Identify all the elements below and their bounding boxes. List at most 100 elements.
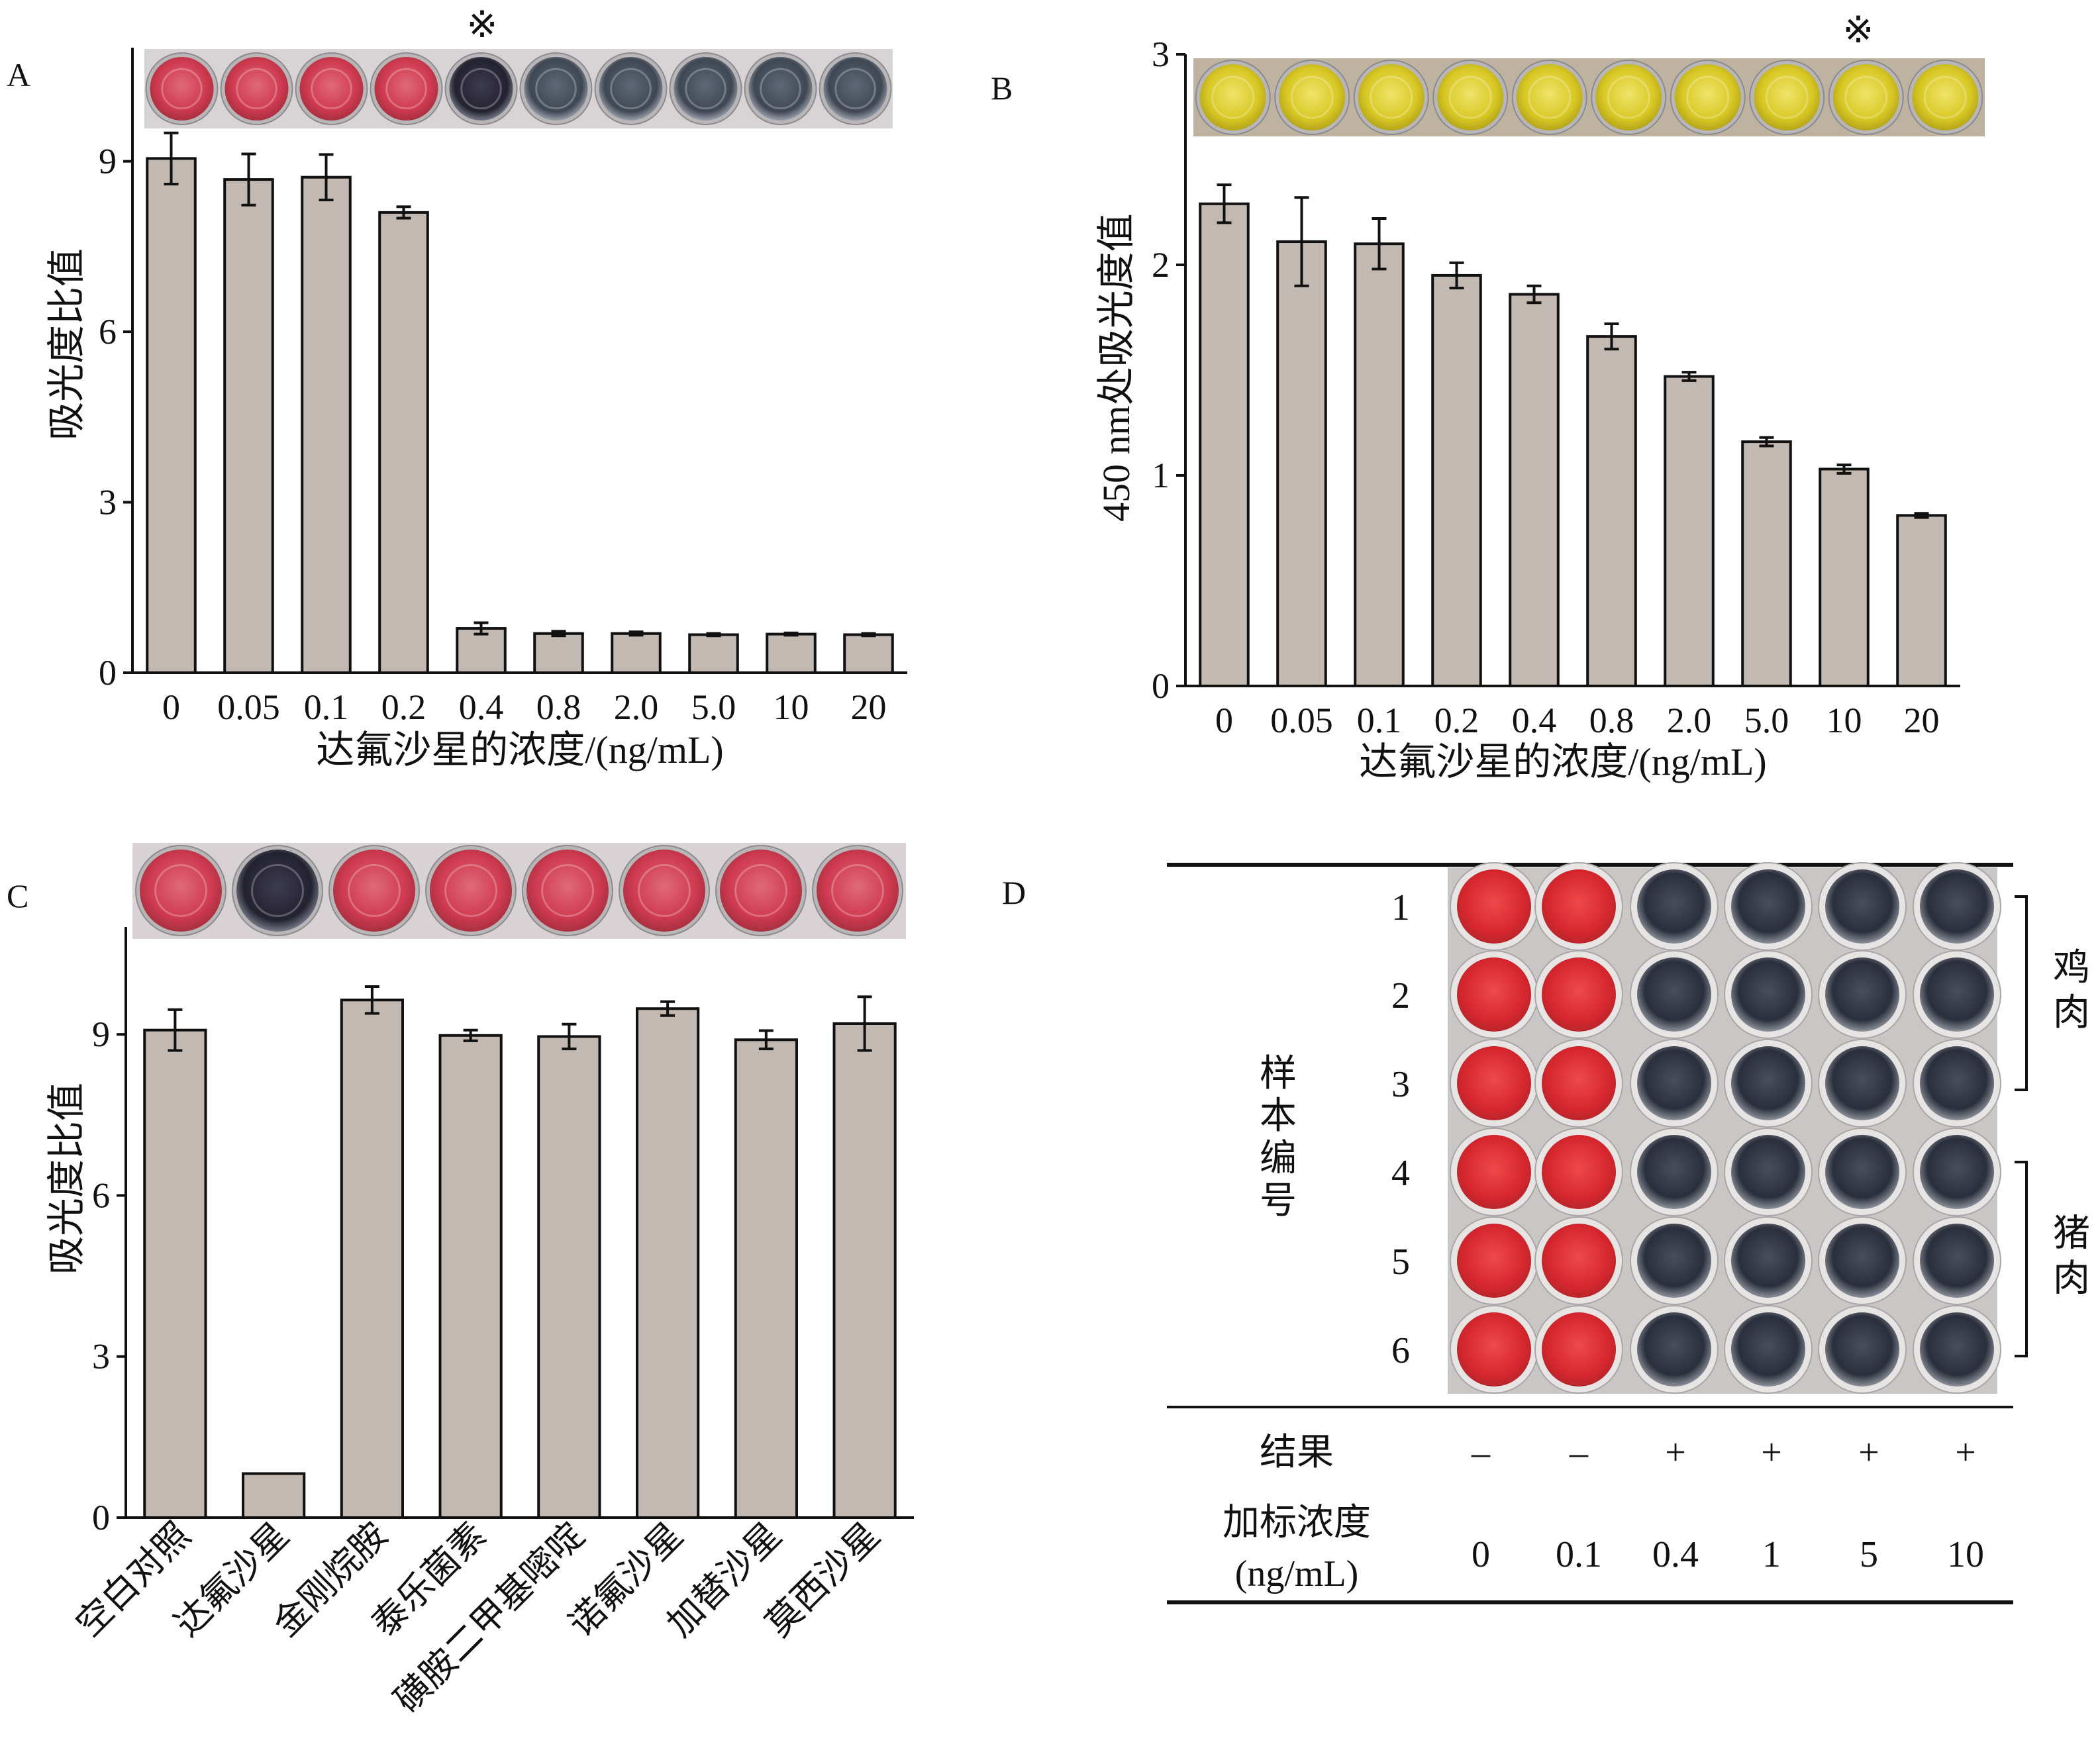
panel-d-wells <box>1450 862 2001 1394</box>
row-number: 5 <box>1391 1242 1410 1283</box>
y-tick-label: 0 <box>92 1498 110 1537</box>
plate-well-red <box>1457 957 1531 1032</box>
bar <box>378 211 429 674</box>
y-tick-label: 6 <box>92 1175 110 1215</box>
panel-d-results: – – + + + + <box>1471 1432 1976 1473</box>
plate-well-red <box>1542 1046 1616 1120</box>
bar <box>1509 293 1560 687</box>
well-inner-ring <box>444 864 497 917</box>
y-tick-label: 3 <box>1152 34 1170 74</box>
well-inner-ring <box>385 68 427 110</box>
panel-b-y-label: 450 nm处吸光度值 <box>1095 213 1138 522</box>
plate-well-dark <box>1637 1046 1711 1120</box>
well-red <box>333 850 415 932</box>
x-tick-label: 2.0 <box>1667 701 1712 740</box>
y-tick-label: 0 <box>1152 666 1170 706</box>
well-gray <box>524 57 588 121</box>
well-red <box>526 850 609 932</box>
plate-well-dark <box>1825 869 1899 944</box>
panel-b: B ※ 0 1 2 3 0 0.05 0.1 0.2 0.4 0.8 2.0 5.0 10 20 450 … <box>991 10 1985 783</box>
plate-well-red <box>1542 869 1616 944</box>
panel-b-plot: 0 1 2 3 0 0.05 0.1 0.2 0.4 0.8 2.0 5.0 10 20 <box>1152 34 1960 740</box>
well-red <box>374 57 438 121</box>
result-value: + <box>1955 1432 1976 1473</box>
bar <box>533 632 584 675</box>
bar <box>636 1007 700 1519</box>
panel-a-x-label: 达氟沙星的浓度/(ng/mL) <box>316 728 723 771</box>
well-yellow <box>1279 64 1346 130</box>
bar <box>1199 202 1250 687</box>
well-gray <box>748 57 813 121</box>
bar <box>766 632 817 674</box>
panel-a-label: A <box>7 56 30 93</box>
group-label-char: 肉 <box>2053 1259 2090 1300</box>
row-number: 6 <box>1391 1330 1410 1371</box>
panel-c-label: C <box>7 877 28 914</box>
well-yellow <box>1358 64 1425 130</box>
group-label-char: 猪 <box>2053 1214 2090 1255</box>
conc-value: 0.4 <box>1652 1534 1699 1575</box>
result-value: + <box>1665 1432 1686 1473</box>
plate-well-red <box>1542 1135 1616 1209</box>
well-inner-ring <box>760 68 801 110</box>
plate-well-dark <box>1825 1046 1899 1120</box>
panel-a-y-label: 吸光度比值 <box>45 248 88 440</box>
x-tick-label: 10 <box>774 687 809 727</box>
y-tick-label: 3 <box>99 483 117 522</box>
y-tick-label: 3 <box>92 1337 110 1377</box>
bar <box>340 999 404 1520</box>
bar <box>688 633 739 675</box>
well-red <box>299 57 364 121</box>
plate-well-dark <box>1731 1135 1805 1209</box>
plate-well-dark <box>1731 1224 1805 1298</box>
bar <box>537 1035 601 1519</box>
well-yellow <box>1199 64 1266 130</box>
y-tick-label: 0 <box>99 653 117 693</box>
plate-well-dark <box>1637 869 1711 944</box>
well-inner-ring <box>535 68 577 110</box>
x-tick-label: 0.4 <box>459 687 504 727</box>
y-tick-label: 2 <box>1152 245 1170 285</box>
panel-b-label: B <box>991 70 1013 107</box>
y-tick-label: 9 <box>99 142 117 181</box>
well-yellow <box>1516 64 1583 130</box>
well-inner-ring <box>161 68 203 110</box>
x-tick-label: 0.2 <box>381 687 426 727</box>
well-gray <box>674 57 738 121</box>
row-header-char: 号 <box>1260 1181 1297 1222</box>
group-label-char: 鸡 <box>2053 948 2090 989</box>
y-tick-label: 6 <box>99 312 117 352</box>
plate-well-dark <box>1637 1312 1711 1387</box>
plate-well-dark <box>1825 1224 1899 1298</box>
well-red <box>430 850 512 932</box>
well-inner-ring <box>348 864 401 917</box>
well-yellow <box>1595 64 1662 130</box>
bar <box>1586 335 1637 687</box>
well-inner-ring <box>1290 75 1334 119</box>
well-red <box>623 850 705 932</box>
well-inner-ring <box>1528 75 1572 119</box>
x-tick-label: 20 <box>851 687 887 727</box>
plate-well-dark <box>1825 1312 1899 1387</box>
plate-well-dark <box>1920 957 1994 1032</box>
panel-c-y-label: 吸光度比值 <box>45 1083 88 1275</box>
x-tick-label: 0 <box>162 687 180 727</box>
conc-value: 0 <box>1472 1534 1490 1575</box>
x-tick-label: 0.05 <box>1270 701 1333 740</box>
row-number: 4 <box>1391 1153 1410 1194</box>
panel-d-conc-unit: (ng/mL) <box>1235 1553 1359 1594</box>
plate-well-dark <box>1637 1135 1711 1209</box>
well-yellow <box>1437 64 1504 130</box>
well-inner-ring <box>1607 75 1650 119</box>
y-tick-label: 9 <box>92 1014 110 1054</box>
plate-well-red <box>1542 1224 1616 1298</box>
row-number: 3 <box>1391 1064 1410 1105</box>
well-inner-ring <box>610 68 652 110</box>
bar <box>143 1028 207 1520</box>
plate-well-red <box>1457 1224 1531 1298</box>
well-inner-ring <box>1686 75 1730 119</box>
plate-well-dark <box>1920 1312 1994 1387</box>
row-number: 1 <box>1391 887 1410 928</box>
x-tick-label: 20 <box>1904 701 1940 740</box>
